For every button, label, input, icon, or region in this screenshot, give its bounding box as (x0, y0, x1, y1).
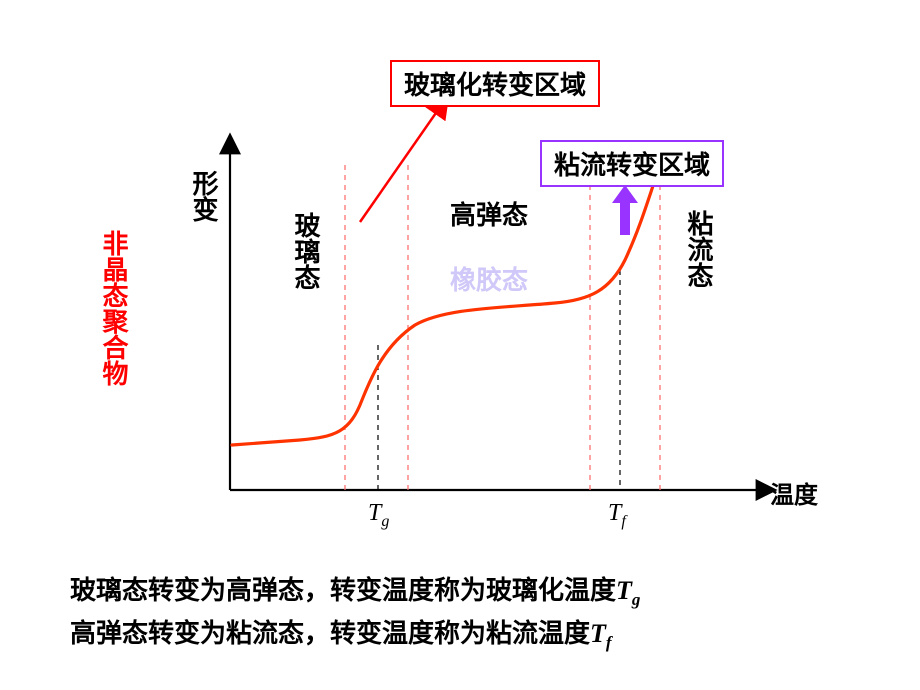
box-glass-transition-region: 玻璃化转变区域 (390, 60, 600, 107)
side-title: 非晶态聚合物 (95, 230, 132, 386)
tick-label-tf: Tf (608, 500, 626, 531)
region-high-elastic-state: 高弹态 (450, 195, 528, 232)
region-rubber-state: 橡胶态 (450, 260, 528, 297)
region-viscous-state: 粘流态 (680, 210, 717, 288)
caption-line-2: 高弹态转变为粘流态，转变温度称为粘流温度Tf (70, 613, 640, 656)
y-axis-label: 形变 (185, 170, 222, 222)
tick-label-tg: Tg (368, 500, 389, 531)
region-glass-state: 玻璃态 (287, 212, 324, 290)
caption-line-1: 玻璃态转变为高弹态，转变温度称为玻璃化温度Tg (70, 570, 640, 613)
x-axis-label: 温度 (770, 475, 818, 510)
slide-root: 非晶态聚合物 形变 玻璃化转变区域 粘流转变区域 玻璃态 高弹态 橡胶态 粘流态… (0, 0, 920, 690)
box-viscous-transition-region: 粘流转变区域 (540, 140, 724, 187)
caption-text: 玻璃态转变为高弹态，转变温度称为玻璃化温度Tg 高弹态转变为粘流态，转变温度称为… (70, 570, 640, 657)
